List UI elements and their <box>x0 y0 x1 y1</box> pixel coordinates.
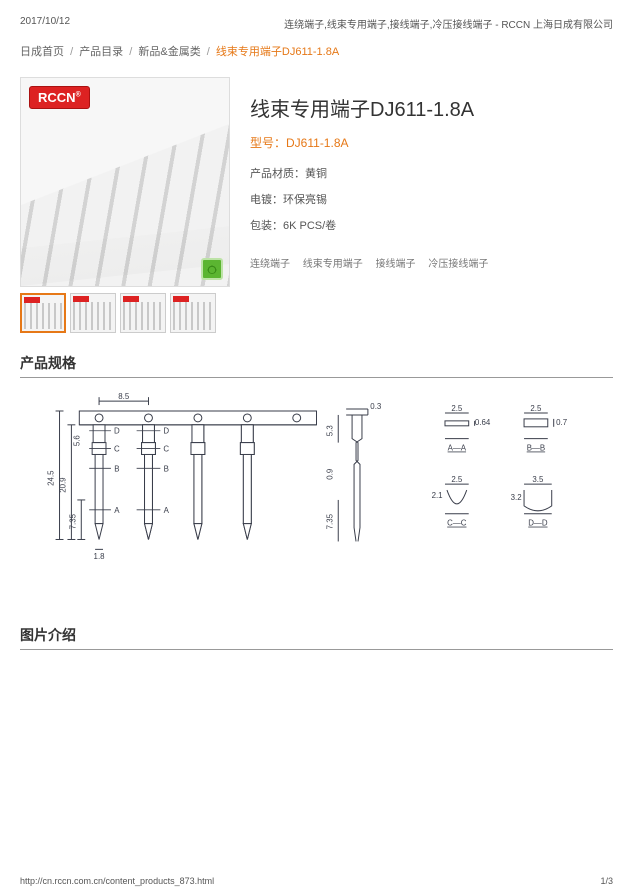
crumb-sep: / <box>207 46 210 58</box>
crumb-current: 线束专用端子DJ611-1.8A <box>216 46 339 58</box>
svg-text:B: B <box>114 464 119 473</box>
spec-packaging: 包装：6K PCS/卷 <box>250 217 613 233</box>
brand-logo: RCCN® <box>29 86 90 109</box>
svg-text:20.9: 20.9 <box>58 477 67 493</box>
svg-text:2.1: 2.1 <box>432 491 443 500</box>
doc-title: 连绕端子,线束专用端子,接线端子,冷压接线端子 - RCCN 上海日成有限公司 <box>284 16 613 31</box>
crumb-sep: / <box>70 46 73 58</box>
svg-text:8.5: 8.5 <box>118 392 130 401</box>
svg-text:0.9: 0.9 <box>325 468 334 480</box>
thumbnail[interactable] <box>170 293 216 333</box>
thumbnail[interactable] <box>120 293 166 333</box>
technical-diagram: 8.5 D D C C <box>20 390 613 600</box>
svg-text:1.8: 1.8 <box>94 552 106 561</box>
thumbnail[interactable] <box>70 293 116 333</box>
svg-text:7.35: 7.35 <box>325 513 334 529</box>
svg-text:D: D <box>163 427 169 436</box>
product-main-image[interactable]: RCCN® <box>20 77 230 287</box>
svg-text:0.64: 0.64 <box>475 418 491 427</box>
svg-text:5.6: 5.6 <box>72 435 81 447</box>
spec-material: 产品材质：黄铜 <box>250 165 613 181</box>
svg-text:D: D <box>114 427 120 436</box>
svg-text:3.5: 3.5 <box>532 475 544 484</box>
svg-text:A: A <box>164 506 170 515</box>
tag[interactable]: 线束专用端子 <box>303 259 363 270</box>
product-title: 线束专用端子DJ611-1.8A <box>250 93 613 122</box>
footer-url: http://cn.rccn.com.cn/content_products_8… <box>20 876 214 886</box>
section-pics-heading: 图片介绍 <box>20 625 613 645</box>
svg-text:D—D: D—D <box>528 519 548 528</box>
model-label: 型号： <box>250 136 286 150</box>
svg-text:0.3: 0.3 <box>370 402 382 411</box>
svg-text:3.2: 3.2 <box>511 493 522 502</box>
crumb-category[interactable]: 新品&金属类 <box>138 46 200 58</box>
svg-text:24.5: 24.5 <box>47 470 56 486</box>
tag[interactable]: 接线端子 <box>376 259 416 270</box>
product-tags: 连绕端子 线束专用端子 接线端子 冷压接线端子 <box>250 255 613 270</box>
svg-text:C: C <box>163 445 169 454</box>
svg-text:2.5: 2.5 <box>451 404 463 413</box>
svg-text:A: A <box>114 506 120 515</box>
eco-icon <box>201 258 223 280</box>
svg-text:0.7: 0.7 <box>556 418 567 427</box>
svg-text:B—B: B—B <box>527 444 545 453</box>
svg-text:C: C <box>114 445 120 454</box>
model-value: DJ611-1.8A <box>286 136 348 150</box>
svg-text:7.35: 7.35 <box>68 513 77 529</box>
tag[interactable]: 冷压接线端子 <box>428 259 488 270</box>
thumbnail-strip <box>20 293 230 333</box>
breadcrumb: 日成首页 / 产品目录 / 新品&金属类 / 线束专用端子DJ611-1.8A <box>20 43 613 59</box>
tag[interactable]: 连绕端子 <box>250 259 290 270</box>
svg-text:C—C: C—C <box>447 519 467 528</box>
divider <box>20 377 613 378</box>
section-spec-heading: 产品规格 <box>20 353 613 373</box>
svg-text:A—A: A—A <box>448 444 467 453</box>
crumb-home[interactable]: 日成首页 <box>20 46 64 58</box>
thumbnail[interactable] <box>20 293 66 333</box>
image-pins <box>21 106 229 286</box>
print-date: 2017/10/12 <box>20 16 70 31</box>
spec-plating: 电镀：环保亮锡 <box>250 191 613 207</box>
svg-text:B: B <box>164 464 169 473</box>
svg-text:2.5: 2.5 <box>530 404 542 413</box>
svg-text:5.3: 5.3 <box>325 425 334 437</box>
footer-page: 1/3 <box>600 876 613 886</box>
crumb-catalog[interactable]: 产品目录 <box>79 46 123 58</box>
divider <box>20 649 613 650</box>
svg-text:2.5: 2.5 <box>451 475 463 484</box>
crumb-sep: / <box>129 46 132 58</box>
